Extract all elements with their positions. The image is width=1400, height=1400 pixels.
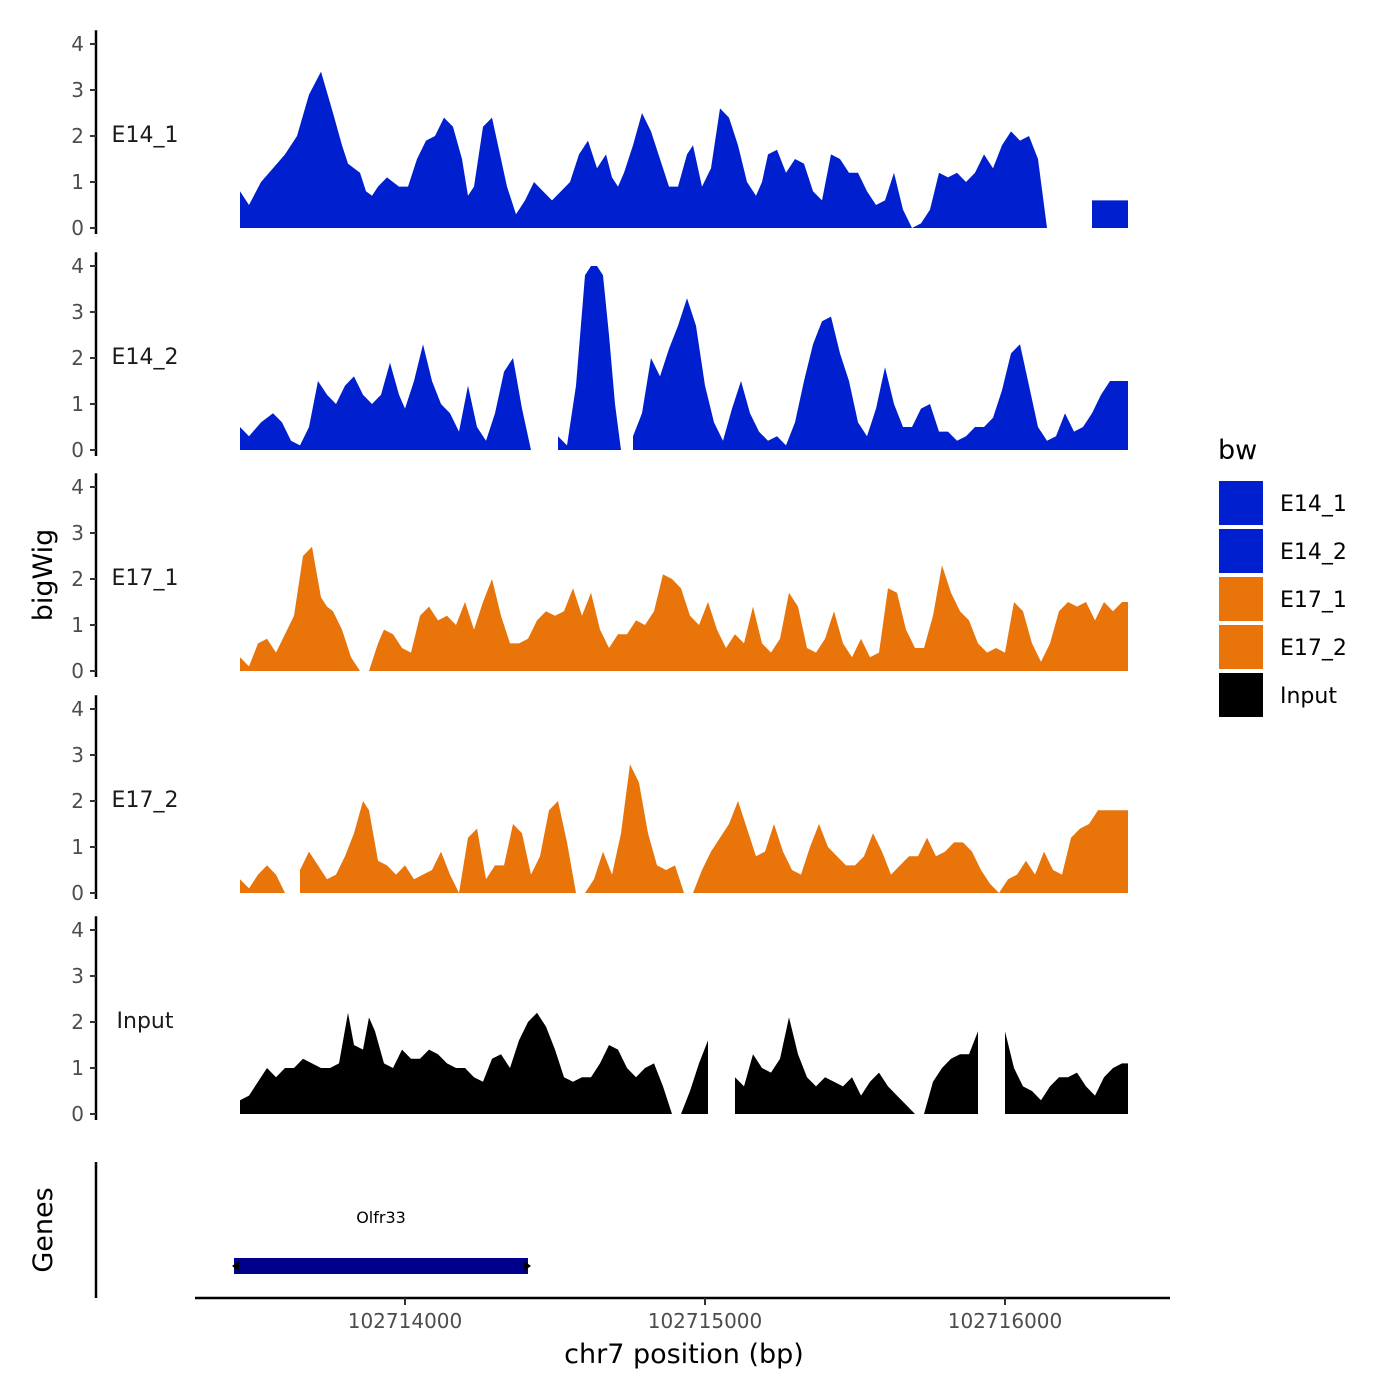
y-tick-label: 3 (71, 300, 84, 324)
gene-body (234, 1258, 528, 1274)
legend-swatch (1217, 575, 1265, 623)
legend-entries: E14_1 E14_2 E17_1 E17_2 Input (1217, 479, 1347, 719)
coverage-area-E17_1 (240, 546, 1128, 671)
y-tick-label: 2 (71, 124, 84, 148)
y-tick-label: 0 (71, 438, 84, 462)
gene-label: Olfr33 (356, 1208, 406, 1227)
legend-swatch (1217, 671, 1265, 719)
legend-label: E17_2 (1280, 636, 1347, 661)
x-axis: 102714000 102715000 102716000 (195, 1296, 1170, 1333)
y-tick-label: 2 (71, 346, 84, 370)
coverage-area-Input (240, 1012, 1128, 1114)
y-tick-label: 2 (71, 1010, 84, 1034)
gene-end-cap (524, 1261, 531, 1271)
x-tick-label: 102715000 (648, 1309, 763, 1333)
y-tick-label: 1 (71, 170, 84, 194)
track-E14_1: 0 1 2 3 4 E14_1 (71, 30, 1128, 240)
track-Input: 0 1 2 3 4 Input (71, 916, 1128, 1126)
y-tick-label: 4 (71, 475, 84, 499)
y-tick-label: 0 (71, 881, 84, 905)
y-tick-label: 0 (71, 216, 84, 240)
y-tick-label: 4 (71, 32, 84, 56)
track-E14_2: 0 1 2 3 4 E14_2 (71, 252, 1128, 462)
y-tick-label: 3 (71, 521, 84, 545)
legend-label: Input (1280, 684, 1337, 709)
legend-entry-E17_1: E17_1 (1217, 575, 1347, 623)
coverage-area-E14_2 (240, 266, 1128, 450)
track-label: E14_2 (112, 345, 179, 370)
genes-panel: Olfr33 (94, 1162, 531, 1298)
x-axis-title: chr7 position (bp) (564, 1339, 804, 1370)
gene-Olfr33: Olfr33 (232, 1208, 531, 1274)
y-tick-label: 1 (71, 835, 84, 859)
y-tick-label: 4 (71, 918, 84, 942)
track-E17_2: 0 1 2 3 4 E17_2 (71, 695, 1128, 905)
legend-swatch (1217, 479, 1265, 527)
x-ticks: 102714000 102715000 102716000 (348, 1298, 1063, 1333)
legend: bw E14_1 E14_2 E17_1 E17_2 Input (1217, 435, 1347, 719)
legend-entry-E14_2: E14_2 (1217, 527, 1347, 575)
legend-label: E17_1 (1280, 588, 1347, 613)
tracks-layer: 0 1 2 3 4 E14_1 0 1 2 3 4 E14_2 0 1 2 3 4 E17_1 0 1 2 3 4 E17_2… (71, 30, 1128, 1126)
y-tick-label: 2 (71, 567, 84, 591)
y-tick-label: 1 (71, 613, 84, 637)
track-label: E17_2 (112, 788, 179, 813)
coverage-area-E17_2 (240, 764, 1128, 893)
track-label: Input (117, 1009, 174, 1034)
track-label: E14_1 (112, 123, 179, 148)
track-E17_1: 0 1 2 3 4 E17_1 (71, 473, 1128, 683)
y-tick-label: 2 (71, 789, 84, 813)
y-tick-label: 1 (71, 392, 84, 416)
y-axis-title: bigWig (28, 529, 59, 622)
legend-entry-E14_1: E14_1 (1217, 479, 1347, 527)
legend-entry-E17_2: E17_2 (1217, 623, 1347, 671)
x-tick-label: 102714000 (348, 1309, 463, 1333)
y-tick-label: 0 (71, 659, 84, 683)
genes-layer: Olfr33 (232, 1208, 531, 1274)
track-label: E17_1 (112, 566, 179, 591)
y-tick-label: 4 (71, 254, 84, 278)
genes-axis-title: Genes (28, 1187, 59, 1272)
coverage-area-E14_1 (240, 71, 1128, 228)
legend-entry-Input: Input (1217, 671, 1337, 719)
legend-swatch (1217, 623, 1265, 671)
y-tick-label: 3 (71, 78, 84, 102)
gene-start-cap (232, 1261, 239, 1271)
y-tick-label: 3 (71, 743, 84, 767)
legend-label: E14_1 (1280, 492, 1347, 517)
y-tick-label: 1 (71, 1056, 84, 1080)
legend-swatch (1217, 527, 1265, 575)
y-tick-label: 4 (71, 697, 84, 721)
legend-title: bw (1218, 435, 1257, 466)
y-tick-label: 0 (71, 1102, 84, 1126)
y-tick-label: 3 (71, 964, 84, 988)
legend-label: E14_2 (1280, 540, 1347, 565)
x-tick-label: 102716000 (948, 1309, 1063, 1333)
